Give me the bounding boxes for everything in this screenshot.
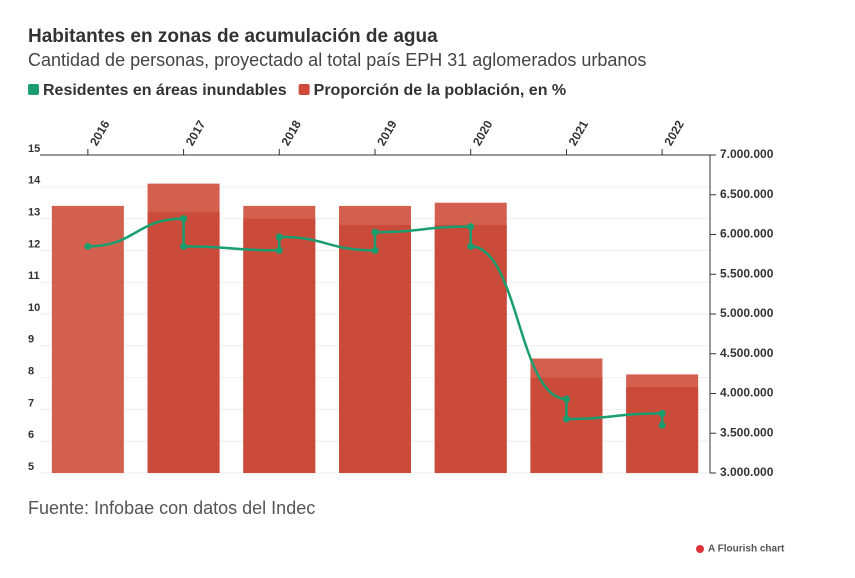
y-tick-label: 11: [28, 270, 40, 282]
x-tick-label: 2017: [183, 118, 209, 148]
y2-tick-label: 4.000.000: [720, 386, 774, 400]
credit-icon: [696, 545, 704, 553]
x-tick-label: 2019: [374, 118, 400, 148]
bar: [339, 224, 411, 473]
y2-tick-label: 7.000.000: [720, 147, 774, 161]
x-tick-label: 2020: [470, 118, 496, 148]
point: [180, 242, 188, 250]
y2-tick-label: 6.500.000: [720, 187, 774, 201]
point: [275, 233, 283, 241]
point: [275, 246, 283, 254]
y-tick-label: 10: [28, 302, 40, 314]
y2-tick-label: 5.500.000: [720, 266, 774, 280]
legend-swatch: [28, 84, 39, 95]
point: [562, 415, 570, 423]
credit[interactable]: A Flourish chart: [708, 544, 785, 555]
source: Fuente: Infobae con datos del Indec: [28, 498, 315, 518]
bar: [243, 218, 316, 473]
point: [658, 421, 666, 429]
bar: [626, 387, 699, 473]
x-tick-label: 2022: [661, 118, 687, 148]
chart-title: Habitantes en zonas de acumulación de ag…: [28, 26, 438, 47]
point: [180, 215, 188, 223]
y2-tick-label: 5.000.000: [720, 306, 774, 320]
y-tick-label: 12: [28, 238, 40, 250]
y2-tick-label: 3.500.000: [720, 425, 774, 439]
x-tick-label: 2018: [279, 118, 305, 148]
y-tick-label: 14: [28, 175, 41, 187]
y-tick-label: 9: [28, 334, 34, 346]
y-tick-label: 8: [28, 366, 34, 378]
point: [658, 409, 666, 417]
y2-tick-label: 4.500.000: [720, 346, 774, 360]
chart-subtitle: Cantidad de personas, proyectado al tota…: [28, 50, 646, 70]
y2-tick-label: 6.000.000: [720, 227, 774, 241]
y-tick-label: 6: [28, 429, 34, 441]
legend-swatch: [298, 84, 310, 95]
x-tick-label: 2021: [566, 118, 592, 148]
point: [84, 242, 92, 250]
y-tick-label: 15: [28, 143, 40, 155]
bar: [434, 224, 507, 473]
point: [467, 223, 475, 231]
y-tick-label: 5: [28, 461, 34, 473]
point: [467, 242, 475, 250]
y2-tick-label: 3.000.000: [720, 465, 774, 479]
bar: [530, 377, 603, 473]
bar: [51, 205, 124, 473]
legend-label: Proporción de la población, en %: [314, 82, 566, 99]
point: [562, 395, 570, 403]
bar: [147, 212, 220, 474]
point: [371, 228, 379, 236]
y-tick-label: 7: [28, 397, 34, 409]
x-tick-label: 2016: [87, 118, 113, 148]
point: [371, 246, 379, 254]
legend-label: Residentes en áreas inundables: [43, 82, 287, 99]
y-tick-label: 13: [28, 207, 40, 219]
